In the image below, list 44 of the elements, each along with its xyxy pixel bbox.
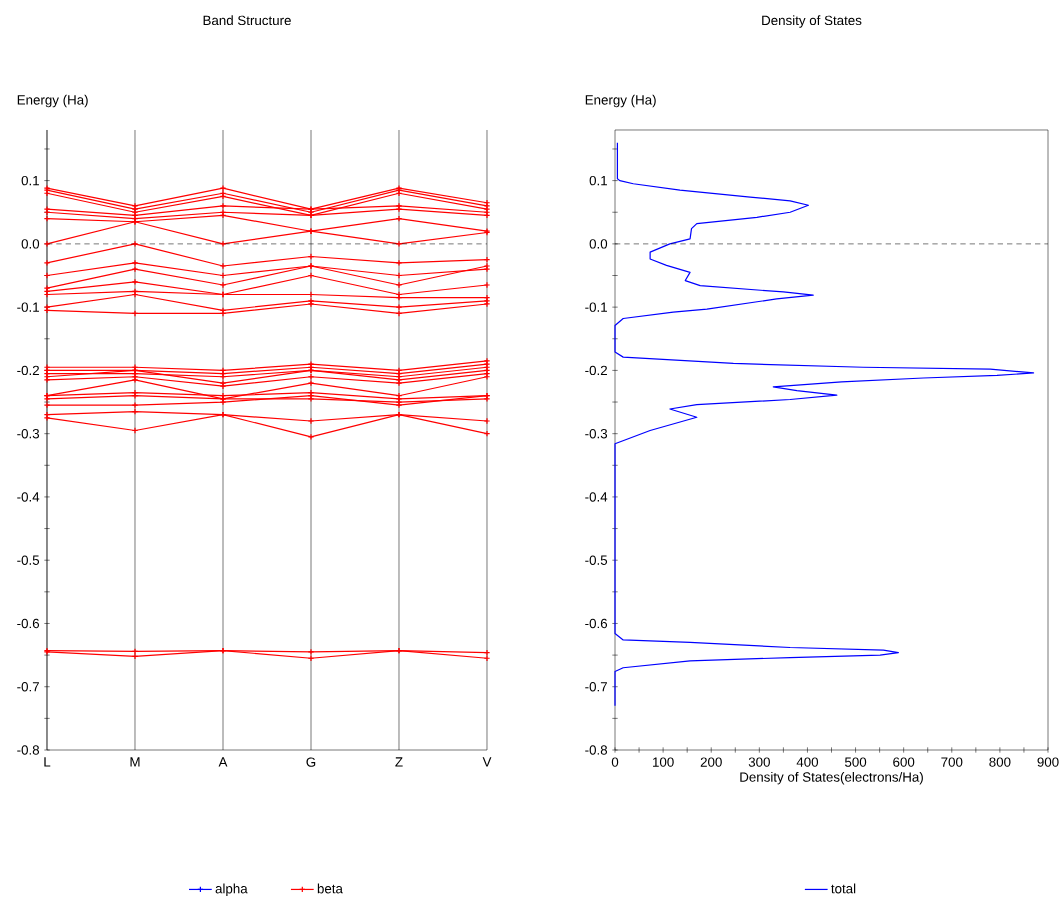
x-tick-label: 600	[893, 757, 915, 767]
y-tick-label: -0.4	[585, 492, 608, 502]
x-tick-label: 800	[989, 757, 1011, 767]
y-tick-label: 0.0	[21, 239, 40, 249]
x-tick-label: V	[482, 757, 492, 767]
y-tick-label: -0.3	[17, 428, 40, 439]
y-tick-label: -0.1	[17, 302, 39, 312]
y-tick-label: -0.8	[17, 745, 40, 755]
y-tick-label: -0.2	[17, 365, 39, 376]
x-tick-label: Z	[395, 757, 403, 767]
x-axis-title: Density of States(electrons/Ha)	[740, 771, 923, 785]
y-tick-label: -0.5	[17, 555, 40, 565]
y-tick-label: -0.7	[17, 682, 39, 692]
x-tick-label: L	[44, 757, 51, 767]
x-tick-label: 0	[611, 757, 619, 767]
x-tick-label: 300	[748, 757, 770, 767]
y-tick-label: -0.6	[17, 618, 40, 629]
y-tick-label: -0.1	[585, 302, 607, 312]
x-tick-label: 900	[1037, 757, 1059, 767]
y-tick-label: -0.7	[585, 682, 607, 692]
legend-label: total	[831, 883, 856, 894]
x-tick-label: 700	[941, 757, 963, 767]
x-tick-label: 400	[796, 757, 819, 767]
y-tick-label: 0.1	[589, 175, 607, 186]
x-tick-label: M	[130, 757, 140, 767]
y-tick-label: -0.5	[585, 555, 608, 565]
x-tick-label: A	[218, 757, 228, 767]
y-tick-label: -0.6	[585, 618, 608, 629]
x-tick-label: 100	[653, 757, 674, 767]
y-tick-label: -0.2	[585, 365, 607, 376]
x-tick-label: G	[306, 757, 316, 767]
legend-label: alpha	[215, 883, 248, 897]
y-tick-label: -0.8	[585, 745, 608, 755]
x-tick-label: 500	[844, 757, 867, 767]
y-tick-label: 0.1	[21, 175, 39, 186]
legend-label: beta	[317, 883, 343, 894]
y-axis-title: Energy (Ha)	[17, 94, 88, 108]
y-tick-label: 0.0	[589, 239, 608, 249]
y-tick-label: -0.3	[585, 428, 608, 439]
y-axis-title: Energy (Ha)	[585, 94, 656, 108]
x-tick-label: 200	[700, 757, 722, 767]
chart-title: Band Structure	[203, 15, 291, 26]
chart-title: Density of States	[762, 15, 862, 28]
y-tick-label: -0.4	[17, 492, 40, 502]
